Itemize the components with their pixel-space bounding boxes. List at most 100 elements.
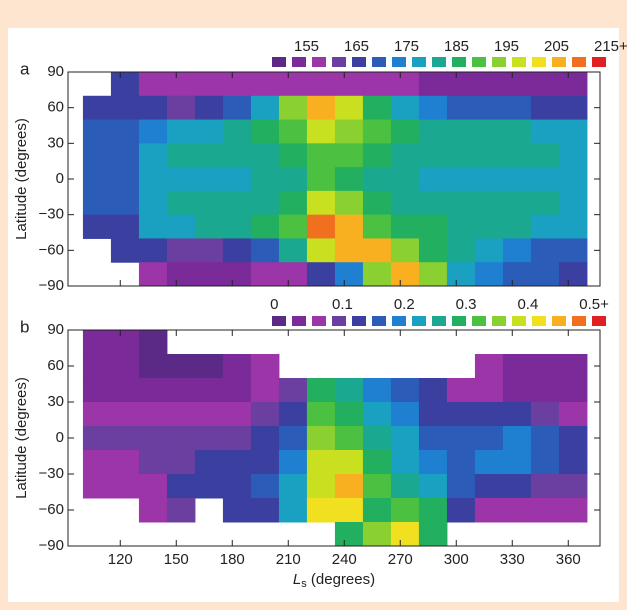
heatmap-cell — [306, 72, 336, 97]
heatmap-cell — [446, 498, 476, 523]
heatmap-cell — [558, 378, 588, 403]
heatmap-cell — [166, 474, 196, 499]
heatmap-cell — [558, 450, 588, 475]
heatmap-cell — [446, 378, 476, 403]
heatmap-cell — [278, 474, 308, 499]
heatmap-cell — [306, 238, 336, 263]
colorbar-swatch — [552, 57, 566, 67]
heatmap-cell — [166, 143, 196, 168]
colorbar-swatch — [372, 316, 386, 326]
heatmap-cell — [530, 474, 560, 499]
heatmap-cell — [138, 190, 168, 216]
heatmap-cell — [82, 378, 112, 403]
y-tick-label: 90 — [47, 63, 64, 80]
heatmap-cell — [502, 72, 532, 97]
heatmap-cell — [334, 402, 364, 427]
heatmap-cell — [138, 426, 168, 451]
y-axis-title: Latitude (degrees) — [13, 118, 30, 240]
heatmap-cell — [222, 95, 252, 121]
heatmap-cell — [306, 450, 336, 475]
heatmap-cell — [194, 72, 224, 97]
colorbar-swatch — [552, 316, 566, 326]
heatmap-cell — [530, 190, 560, 216]
heatmap-cell — [194, 95, 224, 121]
colorbar-swatch — [512, 316, 526, 326]
heatmap-cell — [306, 119, 336, 144]
heatmap-cell — [194, 378, 224, 403]
colorbar-tick-label: 0.4 — [517, 296, 538, 313]
heatmap-cell — [250, 119, 280, 144]
heatmap-cell — [418, 498, 448, 523]
heatmap-cell — [446, 214, 476, 239]
heatmap-cell — [446, 450, 476, 475]
heatmap-cell — [530, 72, 560, 97]
heatmap-cell — [82, 330, 112, 355]
heatmap-cell — [474, 262, 504, 286]
y-tick-label: −90 — [39, 537, 64, 554]
colorbar-tick-label: 0.3 — [456, 296, 477, 313]
heatmap-cell — [138, 214, 168, 239]
colorbar-swatch — [312, 316, 326, 326]
heatmap-cell — [138, 238, 168, 263]
heatmap-cell — [390, 214, 420, 239]
heatmap-cell — [110, 426, 140, 451]
heatmap-cell — [530, 402, 560, 427]
heatmap-cell — [502, 238, 532, 263]
heatmap-cell — [250, 238, 280, 263]
heatmap-cell — [558, 354, 588, 379]
x-axis-title-rest: (degrees) — [307, 571, 375, 588]
heatmap-cell — [474, 238, 504, 263]
heatmap-cell — [502, 354, 532, 379]
heatmap-cell — [166, 378, 196, 403]
panel-label: b — [20, 317, 29, 336]
heatmap-cell — [278, 72, 308, 97]
heatmap-cell — [334, 474, 364, 499]
heatmap-cell — [474, 214, 504, 239]
heatmap-cell — [306, 474, 336, 499]
heatmap-cell — [138, 402, 168, 427]
heatmap-cell — [278, 402, 308, 427]
heatmap-cell — [418, 190, 448, 216]
heatmap-cell — [362, 522, 392, 546]
heatmap-cell — [110, 119, 140, 144]
heatmap-cell — [530, 450, 560, 475]
heatmap — [82, 330, 588, 546]
heatmap-cell — [166, 214, 196, 239]
heatmap-cell — [250, 214, 280, 239]
heatmap-cell — [222, 474, 252, 499]
heatmap-cell — [474, 354, 504, 379]
heatmap-cell — [306, 214, 336, 239]
heatmap-cell — [306, 167, 336, 192]
heatmap-cell — [82, 450, 112, 475]
colorbar-swatch — [572, 57, 586, 67]
heatmap-cell — [166, 426, 196, 451]
colorbar-swatch — [272, 57, 286, 67]
heatmap-cell — [138, 354, 168, 379]
colorbar-swatch — [292, 57, 306, 67]
x-axis-title-main: L — [293, 571, 301, 588]
heatmap-cell — [474, 95, 504, 121]
colorbar-swatch — [592, 57, 606, 67]
colorbar-swatch — [532, 57, 546, 67]
heatmap-cell — [306, 498, 336, 523]
colorbar-swatch — [452, 316, 466, 326]
heatmap-cell — [390, 143, 420, 168]
heatmap-cell — [82, 190, 112, 216]
heatmap-cell — [418, 214, 448, 239]
heatmap-cell — [166, 72, 196, 97]
heatmap-cell — [222, 214, 252, 239]
heatmap-cell — [474, 190, 504, 216]
heatmap-cell — [194, 262, 224, 286]
heatmap-cell — [82, 474, 112, 499]
colorbar-tick-label: 155 — [294, 38, 319, 55]
heatmap-cell — [138, 330, 168, 355]
heatmap-cell — [334, 262, 364, 286]
heatmap-cell — [530, 426, 560, 451]
heatmap-cell — [306, 262, 336, 286]
heatmap-cell — [418, 262, 448, 286]
colorbar-swatch — [332, 57, 346, 67]
heatmap-cell — [390, 522, 420, 546]
heatmap-cell — [418, 95, 448, 121]
y-tick-label: −30 — [39, 465, 64, 482]
heatmap-cell — [82, 119, 112, 144]
